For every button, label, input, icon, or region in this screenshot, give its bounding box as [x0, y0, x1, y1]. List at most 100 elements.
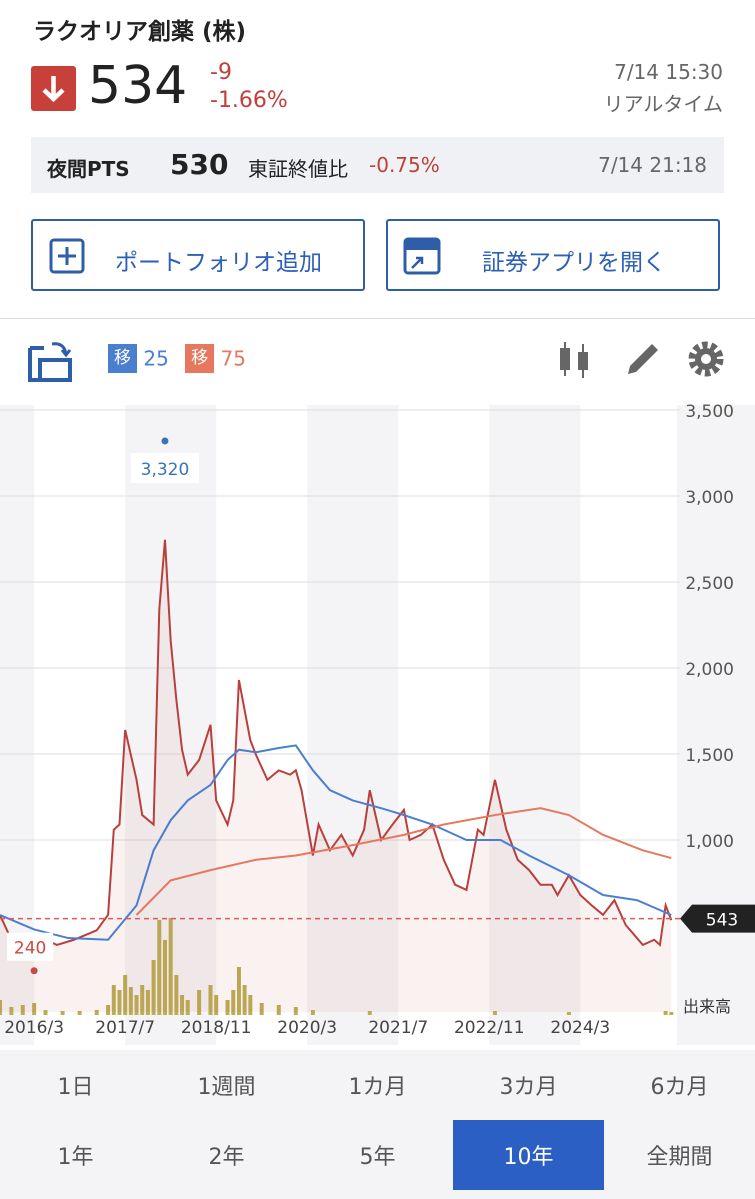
- y-tick-label: 3,000: [685, 488, 734, 508]
- period-tab[interactable]: 10年: [453, 1120, 604, 1190]
- volume-bar: [197, 990, 202, 1015]
- volume-bar: [242, 985, 247, 1015]
- volume-bar: [151, 960, 156, 1015]
- volume-bar: [180, 995, 185, 1015]
- chart-tools: [560, 341, 724, 378]
- period-tab[interactable]: 1週間: [197, 1075, 256, 1100]
- volume-bar: [157, 920, 162, 1015]
- volume-bar: [60, 1011, 65, 1015]
- period-tabs: 1日 1週間 1カ月 3カ月 6カ月 1年 2年 5年 10年 全期間: [0, 1050, 755, 1199]
- candle-icon[interactable]: [560, 342, 588, 378]
- pts-box: [31, 137, 724, 193]
- volume-bar: [77, 1011, 82, 1015]
- portfolio-button[interactable]: ポートフォリオ追加: [31, 219, 365, 291]
- volume-bar: [174, 975, 179, 1015]
- volume-bar: [214, 995, 219, 1015]
- pts-time: 7/14 21:18: [598, 153, 707, 177]
- divider: [0, 318, 755, 319]
- volume-bar: [225, 1000, 230, 1015]
- volume-bar: [293, 1007, 298, 1015]
- volume-bar: [134, 995, 139, 1015]
- y-tick-label: 1,500: [685, 746, 734, 766]
- y-tick-label: 3,500: [685, 402, 734, 422]
- period-tab[interactable]: 5年: [359, 1145, 396, 1170]
- price-area: [0, 539, 672, 1012]
- pts-label: 夜間PTS: [47, 157, 130, 181]
- ma-name: 25: [143, 346, 169, 371]
- pts-compare-label: 東証終値比: [248, 157, 348, 181]
- volume-bar: [663, 1011, 668, 1015]
- x-tick-label: 2022/11: [454, 1018, 525, 1038]
- volume-bar: [310, 1010, 315, 1015]
- change-pct: -1.66%: [210, 88, 288, 113]
- y-tick-label: 1,000: [685, 832, 734, 852]
- band: [216, 405, 308, 1045]
- volume-bar: [231, 990, 236, 1015]
- plus-icon: [49, 238, 85, 274]
- volume-bar: [259, 1003, 264, 1015]
- x-tick-label: 2021/7: [368, 1018, 428, 1038]
- period-tab[interactable]: 1日: [57, 1075, 94, 1100]
- low-marker: [30, 967, 38, 975]
- y-tick-label: 2,000: [685, 660, 734, 680]
- time-note: リアルタイム: [603, 92, 723, 116]
- volume-bar: [248, 995, 253, 1015]
- pencil-icon[interactable]: [628, 344, 658, 374]
- volume-bar: [9, 1007, 14, 1015]
- gear-icon[interactable]: [688, 341, 724, 377]
- button-label: 証券アプリを開く: [482, 250, 666, 276]
- volume-bar: [145, 990, 150, 1015]
- time: 7/14 15:30: [614, 60, 723, 84]
- high-label: 3,320: [141, 460, 190, 480]
- volume-bar: [20, 1005, 25, 1015]
- period-tab[interactable]: 全期間: [646, 1145, 713, 1170]
- period-tab[interactable]: 6カ月: [650, 1075, 709, 1100]
- x-tick-label: 2024/3: [550, 1018, 610, 1038]
- ma-line: [0, 744, 672, 941]
- period-tab[interactable]: 3カ月: [499, 1075, 558, 1100]
- low-label-box: [7, 932, 54, 961]
- period-tab[interactable]: 1年: [57, 1145, 94, 1170]
- volume-bar: [236, 967, 241, 1015]
- down-icon: [31, 66, 76, 111]
- stock-title: ラクオリア創薬 (株): [33, 19, 247, 45]
- ma-tag: 移: [108, 344, 137, 373]
- volume-bar: [32, 1003, 37, 1015]
- ma-legend: 移 25 移 75: [108, 344, 246, 373]
- period-tab[interactable]: 2年: [208, 1145, 245, 1170]
- button-label: ポートフォリオ追加: [115, 250, 322, 276]
- volume-bar: [94, 1010, 99, 1015]
- last-price-tag: [680, 904, 755, 933]
- volume-bar: [162, 940, 167, 1015]
- volume-bar: [123, 975, 128, 1015]
- volume-bar: [208, 985, 213, 1015]
- change: -9: [210, 60, 232, 85]
- ma-name: 75: [220, 346, 246, 371]
- volume-bar: [566, 1012, 571, 1015]
- last-price-label: 543: [706, 911, 738, 931]
- y-tick-label: 2,500: [685, 574, 734, 594]
- ma-tag: 移: [185, 344, 215, 373]
- volume-bar: [168, 918, 173, 1015]
- x-tick-label: 2016/3: [4, 1018, 64, 1038]
- volume-bar: [117, 990, 122, 1015]
- high-marker: [161, 437, 169, 445]
- app-icon: [403, 237, 441, 275]
- volume-bar: [0, 1000, 2, 1015]
- volume-bar: [492, 1011, 497, 1015]
- rotate-icon[interactable]: [26, 338, 74, 384]
- volume-bar: [140, 985, 145, 1015]
- chart: 1,000 1,500 2,000 2,500 3,000 3,500 2016/3 2017…: [0, 402, 755, 1045]
- price-line: [0, 539, 673, 947]
- pts-compare: -0.75%: [369, 153, 440, 177]
- volume-bar: [106, 1005, 111, 1015]
- period-tab[interactable]: 1カ月: [348, 1075, 407, 1100]
- high-label-box: [130, 452, 199, 483]
- low-label: 240: [14, 939, 46, 959]
- volume-label: 出来高: [683, 997, 731, 1016]
- app-button[interactable]: 証券アプリを開く: [386, 219, 720, 291]
- volume-bar: [128, 987, 133, 1015]
- price: 534: [88, 56, 188, 116]
- volume-bar: [185, 1000, 190, 1015]
